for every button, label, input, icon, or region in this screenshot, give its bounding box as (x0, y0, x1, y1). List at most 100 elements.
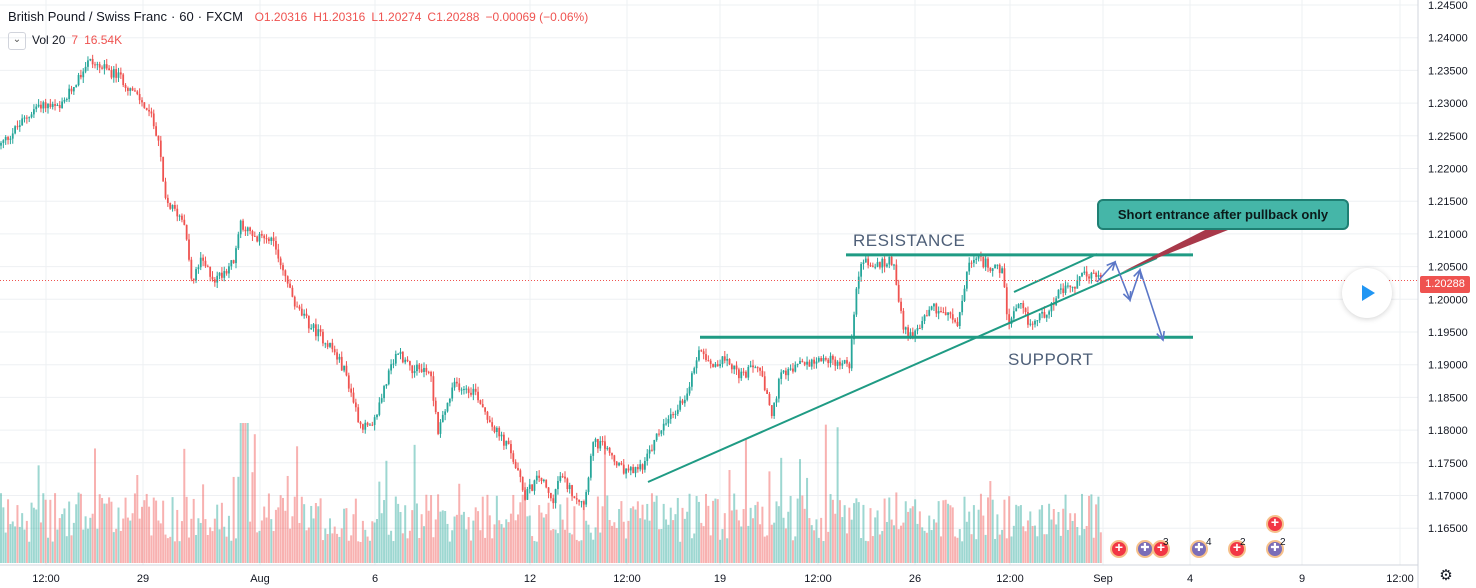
candle-body (973, 260, 975, 263)
volume-bar (455, 514, 458, 563)
candle-body (1041, 312, 1043, 314)
candle-body (803, 362, 806, 365)
candle-body (951, 314, 954, 320)
candle-body (540, 477, 543, 482)
candle-body (423, 367, 425, 373)
candle-body (672, 414, 674, 416)
volume-bar (573, 506, 576, 563)
candle-body (270, 237, 273, 241)
resistance-label[interactable]: RESISTANCE (853, 231, 966, 250)
candle-body (874, 266, 877, 268)
volume-bar (373, 522, 376, 563)
volume-bar (129, 520, 132, 563)
candle-body (780, 372, 783, 379)
volume-bar (716, 499, 719, 563)
candle-body (35, 106, 38, 110)
play-button[interactable] (1342, 268, 1392, 318)
event-uk-flag-icon[interactable] (1266, 540, 1284, 558)
volume-bar (1055, 524, 1058, 563)
candle-body (206, 266, 209, 268)
volume-bar (326, 533, 329, 563)
candle-body (197, 267, 200, 270)
candle-body (491, 422, 494, 427)
event-red-icon[interactable] (1152, 539, 1170, 558)
candle-body (44, 102, 47, 109)
candle-body (759, 367, 761, 371)
symbol-name[interactable]: British Pound / Swiss Franc (8, 9, 167, 24)
callout-note[interactable]: Short entrance after pullback only (1097, 199, 1349, 230)
candle-body (319, 329, 322, 332)
collapse-chevron-icon[interactable]: ⌄ (8, 32, 26, 50)
candle-body (738, 369, 740, 379)
volume-bar (730, 510, 733, 563)
volume-bar (89, 517, 92, 563)
support-label[interactable]: SUPPORT (1008, 350, 1094, 369)
gear-icon[interactable]: ⚙ (1439, 567, 1453, 584)
volume-bar (176, 509, 179, 563)
volume-bar (768, 471, 771, 563)
volume-bar (559, 504, 562, 563)
candle-body (836, 361, 839, 366)
candle-body (364, 422, 367, 430)
volume-bar (437, 494, 440, 563)
volume-bar (636, 501, 639, 563)
candle-body (1003, 268, 1006, 288)
candle-body (1088, 276, 1090, 279)
candle-body (707, 360, 710, 362)
volume-bar (700, 522, 703, 563)
candle-body (987, 258, 989, 268)
candle-body (752, 365, 754, 368)
candle-body (787, 369, 790, 376)
volume-bar (742, 509, 745, 563)
volume-bar (157, 520, 160, 563)
candle-body (1069, 285, 1072, 288)
candle-body (627, 468, 630, 471)
candle-body (141, 100, 143, 103)
candle-body (119, 72, 122, 75)
candle-body (824, 358, 827, 360)
candle-body (155, 126, 157, 136)
y-tick-label: 1.24000 (1428, 33, 1468, 45)
x-tick-label: 9 (1299, 573, 1305, 585)
candle-body (587, 477, 590, 493)
event-uk-flag-icon[interactable] (1136, 540, 1154, 558)
volume-bar (596, 496, 599, 563)
volume-bar (1010, 536, 1013, 563)
candle-body (279, 258, 282, 266)
volume-bar (143, 500, 146, 563)
event-red-icon[interactable] (1266, 514, 1284, 533)
candle-body (1043, 312, 1046, 318)
volume-bar (1073, 513, 1076, 563)
drawings-layer (647, 230, 1228, 483)
candle-body (481, 404, 484, 408)
candle-body (282, 265, 284, 271)
event-uk-flag-icon[interactable] (1190, 540, 1208, 558)
candle-body (138, 94, 141, 101)
volume-bar (122, 518, 125, 563)
candle-body (268, 238, 270, 241)
volume-bar (773, 522, 776, 563)
event-red-icon[interactable] (1110, 539, 1128, 558)
candle-body (333, 349, 336, 353)
candle-body (244, 229, 247, 232)
volume-bar (18, 526, 21, 563)
event-red-icon[interactable] (1228, 539, 1246, 558)
volume-bar (195, 534, 198, 563)
volume-bar (756, 501, 759, 563)
candle-body (289, 283, 291, 288)
volume-bar (1029, 511, 1032, 563)
candle-body (171, 205, 174, 209)
volume-bar (799, 459, 801, 563)
candle-body (1017, 304, 1020, 309)
volume-bar (488, 515, 491, 563)
volume-label[interactable]: Vol 20 (32, 33, 66, 48)
volume-bar (423, 526, 425, 563)
volume-bar (611, 525, 613, 563)
candle-body (796, 363, 799, 365)
candle-body (500, 434, 503, 437)
volume-bar (838, 500, 841, 563)
x-tick-label: Aug (250, 573, 270, 585)
volume-bar (662, 503, 665, 563)
volume-bar (517, 514, 519, 563)
